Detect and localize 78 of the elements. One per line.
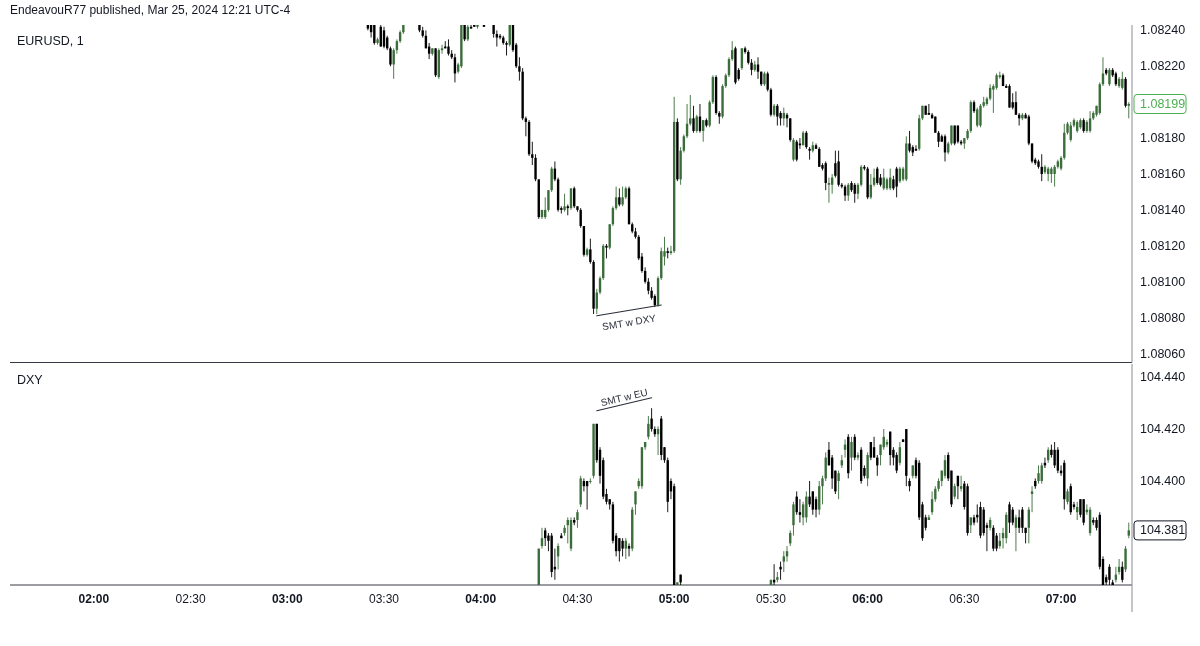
y-tick-label: 1.08080: [1140, 310, 1186, 325]
y-tick-label: 1.08140: [1140, 202, 1186, 217]
y-tick-label: 104.400: [1140, 474, 1186, 488]
candlestick: [589, 477, 592, 485]
candlestick: [776, 103, 779, 126]
candlestick: [605, 243, 608, 259]
y-tick-label: 1.08220: [1140, 59, 1186, 74]
text: 104.381: [1140, 523, 1186, 538]
candlestick: [992, 524, 995, 552]
y-tick-label: 1.08060: [1140, 346, 1186, 361]
y-tick-label: 104.440: [1140, 370, 1186, 384]
x-tick-label: 06:30: [949, 592, 980, 606]
text: EndeavouR77 published, Mar 25, 2024 12:21 UTC-4: [10, 3, 291, 17]
candlestick: [908, 130, 911, 153]
candlestick: [959, 475, 963, 492]
candlestick: [866, 451, 869, 487]
candlestick: [795, 139, 798, 162]
candlestick: [1124, 545, 1127, 573]
x-tick-label: 03:30: [368, 592, 400, 606]
candlestick: [576, 509, 579, 529]
x-tick-label: 02:00: [78, 592, 110, 606]
candlestick: [621, 186, 624, 207]
candlestick: [995, 532, 998, 552]
candlestick: [634, 490, 637, 516]
candlestick: [618, 537, 621, 563]
candlestick: [827, 177, 831, 204]
candlestick: [1127, 101, 1130, 119]
candlestick: [1037, 464, 1040, 485]
x-tick-label: 05:00: [658, 592, 690, 606]
y-tick-label: 1.08180: [1140, 131, 1186, 146]
candlestick: [627, 542, 631, 557]
text: DXY: [17, 373, 44, 387]
candlestick: [1008, 83, 1011, 109]
x-tick-label: 05:30: [755, 592, 787, 606]
candlestick: [837, 150, 840, 188]
candlestick: [850, 436, 853, 472]
candlestick: [798, 498, 802, 524]
candlestick: [805, 490, 808, 524]
candlestick: [895, 451, 898, 474]
text: 1.08199: [1140, 96, 1186, 111]
candlestick: [1008, 501, 1011, 534]
candlestick: [914, 144, 918, 152]
y-tick-label: 1.08120: [1140, 238, 1186, 253]
x-tick-label: 02:30: [175, 592, 206, 606]
y-tick-label: 1.08240: [1140, 23, 1186, 38]
candlestick: [498, 33, 502, 40]
candlestick: [808, 480, 811, 508]
x-tick-label: 03:00: [271, 592, 303, 606]
candlestick: [1053, 441, 1056, 469]
annotation: SMT w DXY: [601, 312, 658, 333]
candlestick: [692, 105, 695, 134]
candlestick: [647, 415, 650, 440]
candlestick: [1108, 563, 1111, 586]
candlestick: [792, 137, 795, 162]
candlestick: [792, 501, 795, 537]
candlestick: [650, 407, 653, 433]
annotation: SMT w EU: [599, 386, 649, 409]
y-tick-label: 1.08160: [1140, 167, 1186, 181]
candlestick: [1121, 561, 1124, 583]
y-tick-label: 104.420: [1140, 422, 1186, 436]
x-tick-label: 07:00: [1045, 592, 1077, 606]
y-tick-label: 1.08100: [1140, 274, 1186, 289]
candlestick: [1053, 164, 1056, 188]
candlestick: [779, 561, 782, 581]
x-tick-label: 04:30: [562, 592, 593, 606]
candlestick: [1021, 506, 1024, 534]
candlestick: [895, 166, 898, 198]
candlestick: [837, 470, 840, 500]
candlestick: [856, 451, 860, 461]
candlestick: [505, 40, 508, 56]
candlestick: [1082, 498, 1085, 526]
text: EURUSD, 1: [17, 34, 84, 48]
x-tick-label: 06:00: [852, 592, 884, 606]
x-tick-label: 04:00: [465, 592, 497, 606]
candlestick: [621, 537, 624, 557]
candlestick: [808, 146, 811, 161]
candlestick: [782, 550, 785, 573]
candlestick: [885, 438, 889, 448]
